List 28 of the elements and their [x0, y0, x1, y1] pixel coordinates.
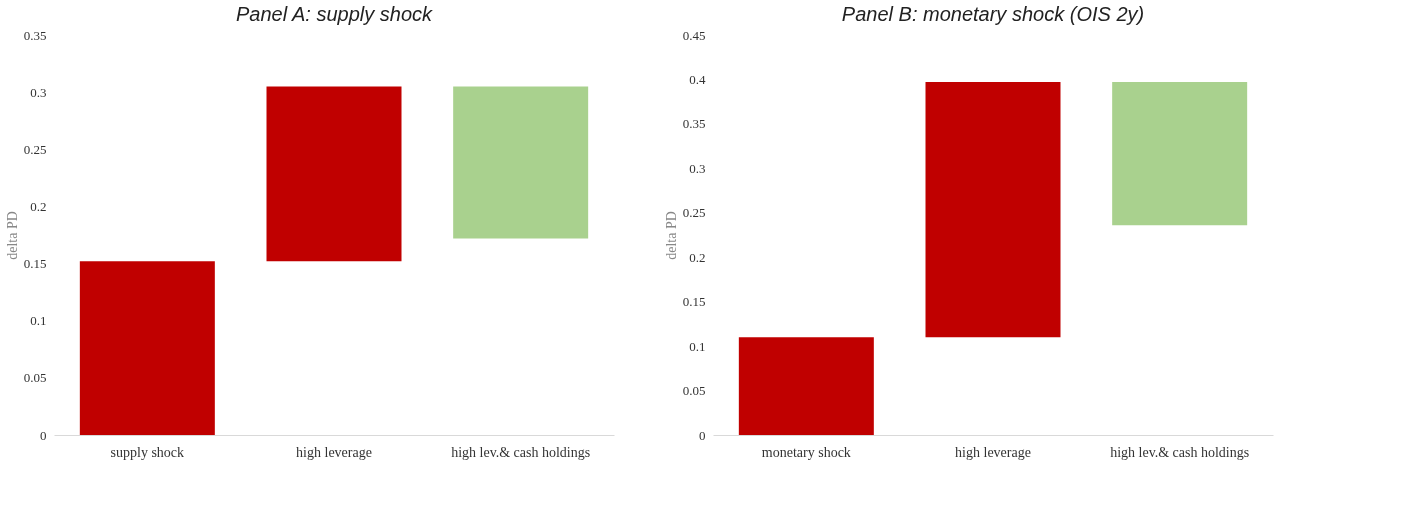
y-axis-title: delta PD	[4, 211, 20, 260]
y-tick-label: 0	[699, 427, 706, 443]
y-tick-label: 0.2	[30, 198, 47, 214]
y-tick-label: 0.15	[23, 256, 47, 272]
y-tick-label: 0.3	[689, 160, 706, 176]
x-tick-label: high lev.& cash holdings	[1110, 444, 1250, 460]
y-tick-label: 0.25	[682, 205, 706, 221]
y-tick-label: 0.4	[689, 71, 706, 87]
x-tick-label: supply shock	[110, 444, 185, 460]
y-tick-label: 0.3	[30, 84, 47, 100]
y-tick-label: 0.05	[23, 370, 47, 386]
y-tick-label: 0.1	[689, 338, 706, 354]
chart-title: Panel A: supply shock	[235, 3, 434, 25]
x-tick-label: high lev.& cash holdings	[451, 444, 591, 460]
x-tick-label: high leverage	[296, 444, 372, 460]
y-tick-label: 0.05	[682, 383, 706, 399]
y-tick-label: 0.45	[682, 27, 706, 43]
y-axis-title: delta PD	[663, 211, 679, 260]
y-tick-label: 0.2	[689, 249, 706, 265]
y-tick-label: 0.15	[682, 294, 706, 310]
x-tick-label: high leverage	[955, 444, 1031, 460]
y-tick-label: 0.25	[23, 141, 47, 157]
x-tick-label: monetary shock	[761, 444, 851, 460]
y-tick-label: 0.35	[23, 27, 47, 43]
y-tick-label: 0.1	[30, 313, 47, 329]
chart-title: Panel B: monetary shock (OIS 2y)	[841, 3, 1145, 25]
y-tick-label: 0.35	[682, 116, 706, 132]
y-tick-label: 0	[40, 427, 47, 443]
